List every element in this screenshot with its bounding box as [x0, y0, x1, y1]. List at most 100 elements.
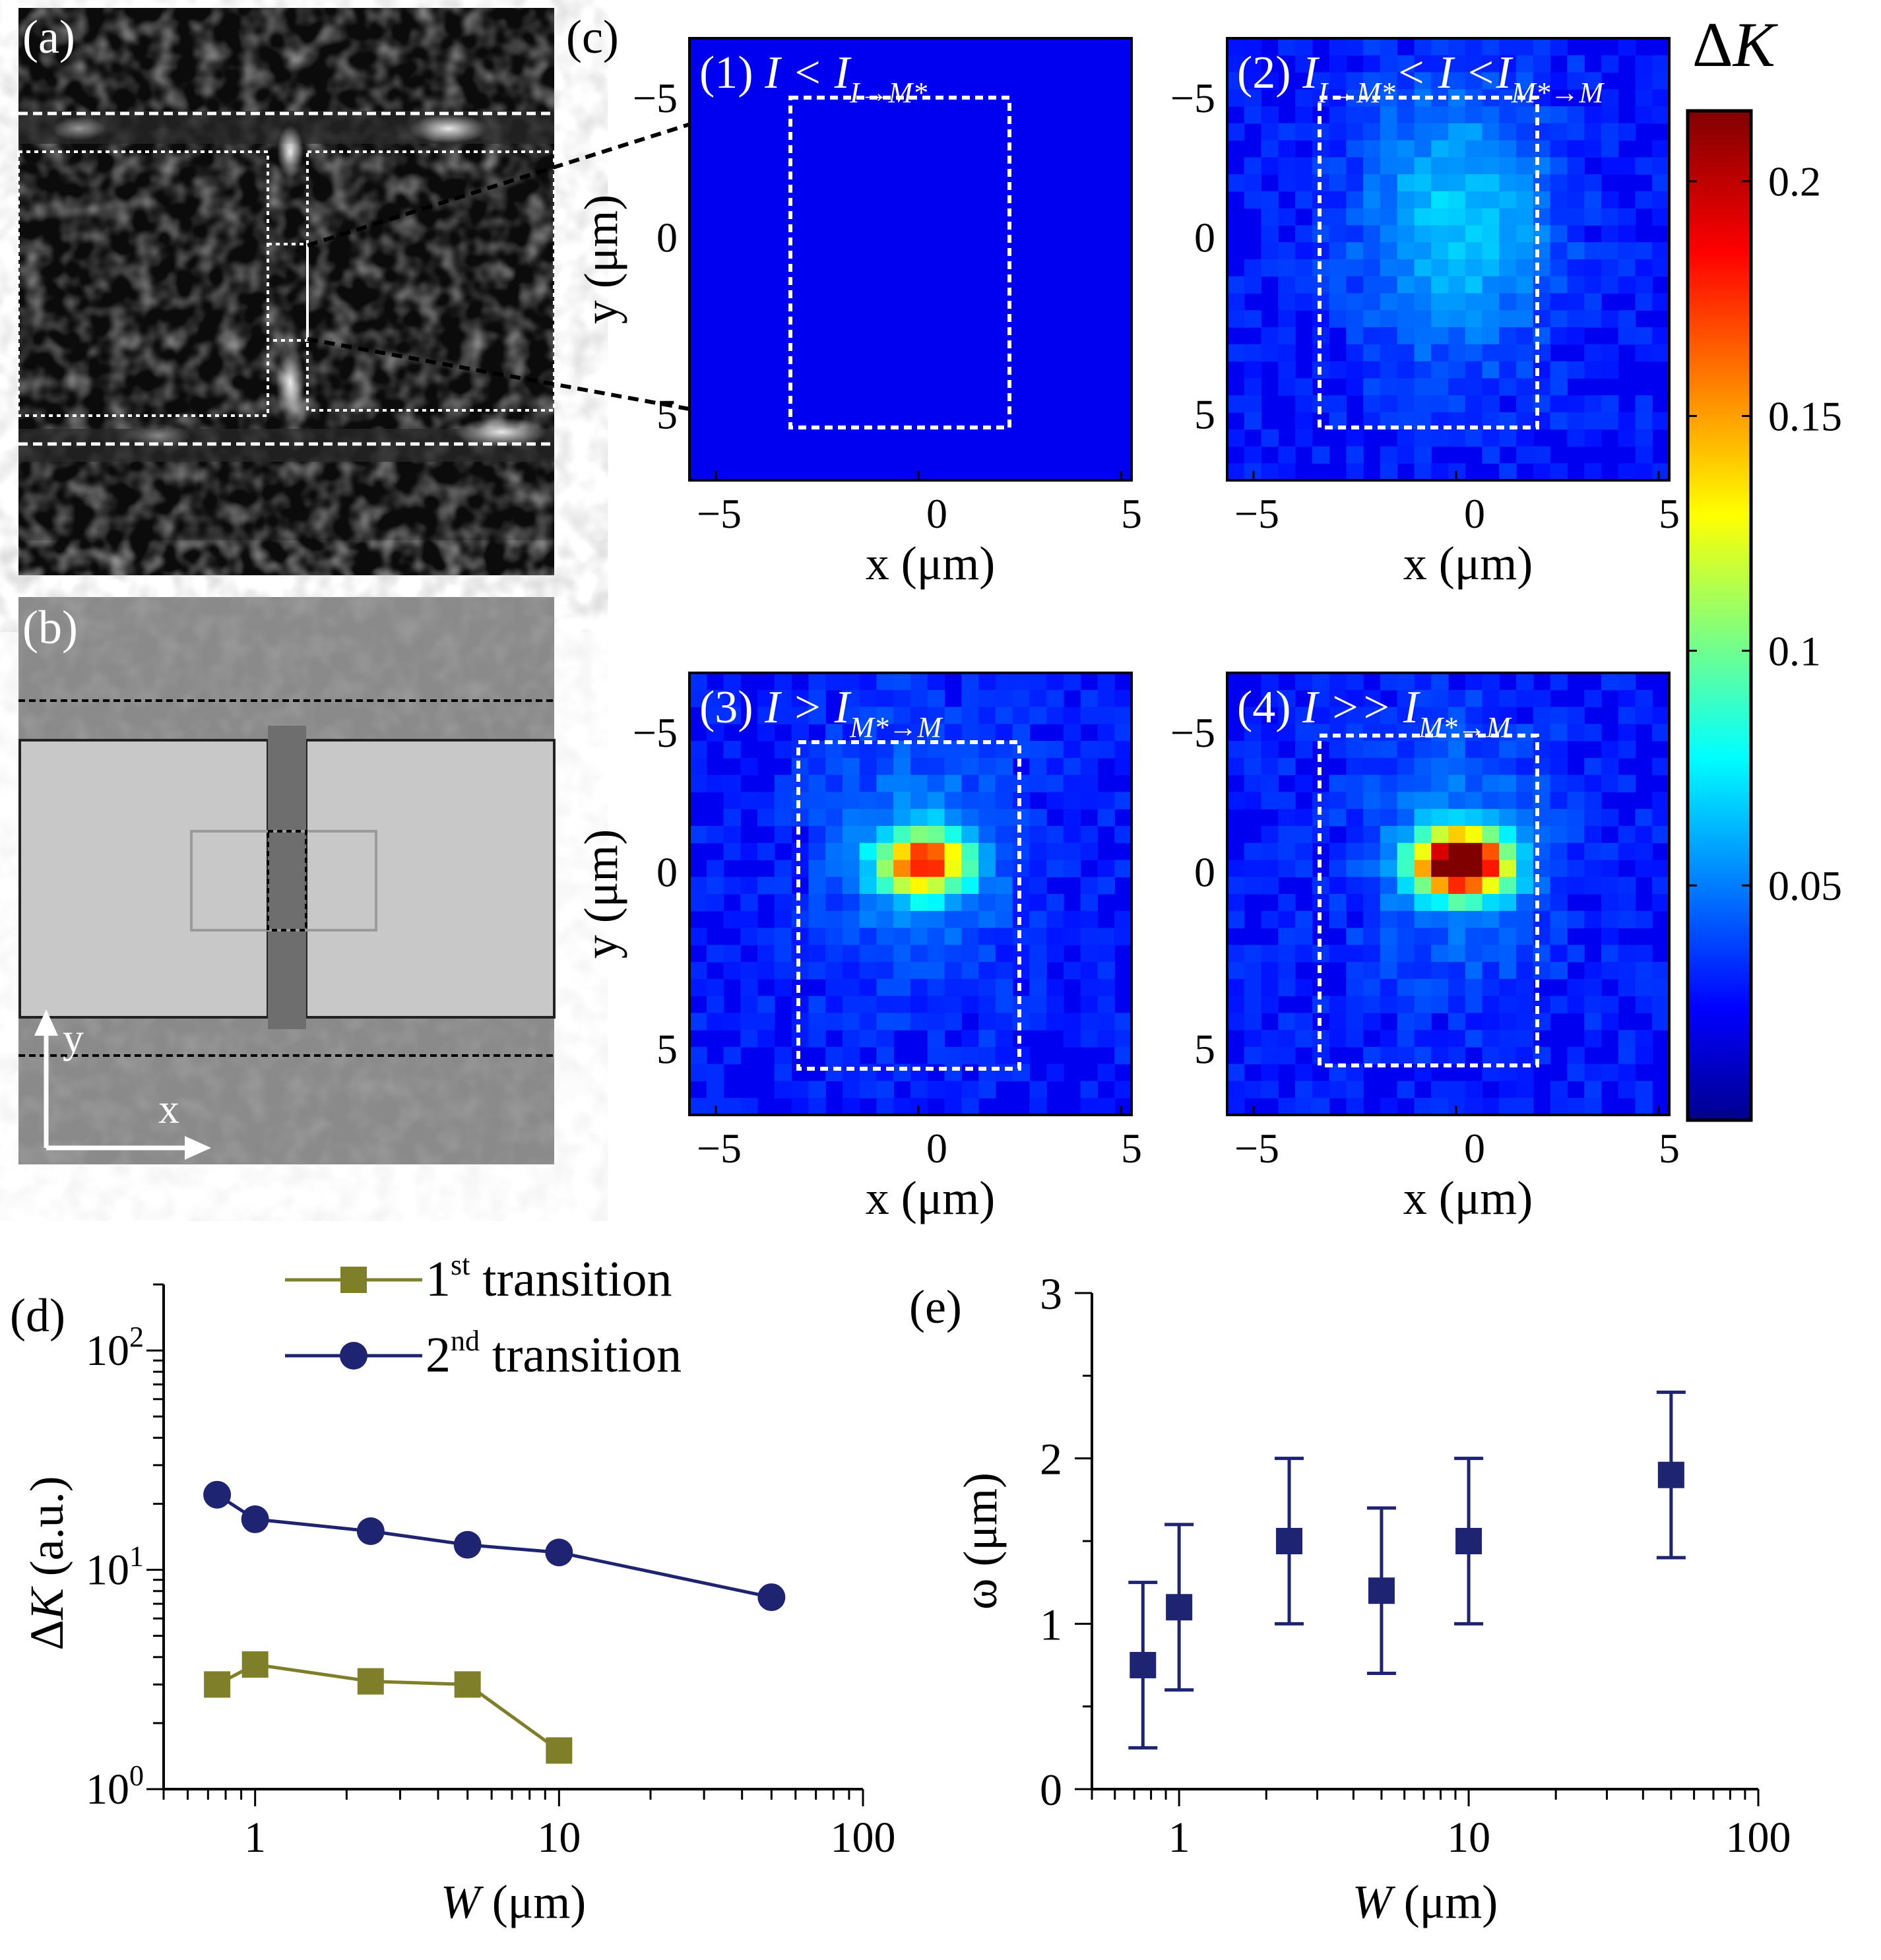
heatmap-cell: [1414, 842, 1432, 861]
heatmap-cell: [1448, 894, 1466, 912]
heatmap-cell: [978, 689, 996, 708]
heatmap-cell: [1431, 55, 1449, 73]
heatmap-cell: [1431, 327, 1449, 345]
heatmap-cell: [927, 1013, 945, 1030]
heatmap-cell: [1618, 741, 1636, 759]
colorbar-tick-label: 0.2: [1768, 158, 1821, 205]
heatmap-cell: [1397, 1013, 1415, 1030]
heatmap-cell: [1097, 1030, 1115, 1048]
heatmap-cell: [1397, 208, 1415, 226]
heatmap-cell: [1618, 894, 1636, 912]
heatmap-cell: [1482, 361, 1500, 379]
heatmap-cell: [876, 775, 894, 792]
heatmap-cell: [1227, 962, 1245, 980]
heatmap-cell: [1448, 962, 1466, 980]
heatmap-cell: [1499, 191, 1517, 209]
heatmap-xtick-label: −5: [697, 1125, 742, 1172]
heatmap-cell: [740, 1030, 758, 1048]
heatmap-cell: [1363, 825, 1381, 844]
heatmap-cell: [1380, 928, 1398, 945]
heatmap-cell: [1080, 1013, 1099, 1030]
heatmap-cell: [1635, 978, 1653, 997]
heatmap-cell: [1380, 910, 1398, 929]
heatmap-cell: [893, 962, 911, 980]
heatmap-cell: [910, 877, 928, 895]
heatmap-cell: [876, 792, 894, 809]
heatmap-cell: [1567, 242, 1585, 260]
heatmap-cell: [1295, 741, 1313, 759]
heatmap-cell: [1414, 1030, 1432, 1048]
heatmap-cell: [927, 757, 945, 776]
heatmap-cell: [1346, 757, 1364, 776]
panel-c-label: (c): [566, 11, 619, 63]
heatmap-cell: [1346, 140, 1364, 158]
heatmap-cell: [961, 910, 979, 929]
heatmap-cell: [893, 707, 911, 724]
heatmap-cell: [1601, 157, 1619, 175]
heatmap-cell: [1278, 276, 1296, 294]
heatmap-cell: [1584, 724, 1602, 742]
heatmap-cell: [1550, 72, 1568, 90]
heatmap-cell: [944, 1081, 962, 1098]
heatmap-cell: [1584, 463, 1602, 481]
heatmap-cell: [978, 809, 996, 827]
heatmap-cell: [842, 689, 860, 708]
heatmap-cell: [978, 894, 996, 912]
heatmap-cell: [791, 707, 809, 724]
heatmap-cell: [1550, 293, 1568, 311]
heatmap-cell: [1601, 225, 1619, 243]
legend-label-num: 2: [426, 1327, 451, 1383]
heatmap-cell: [1482, 978, 1500, 997]
heatmap-cell: [927, 894, 945, 912]
heatmap-cell: [1499, 757, 1517, 776]
heatmap-cell: [876, 757, 894, 776]
heatmap-cell: [1448, 378, 1466, 396]
heatmap-cell: [1516, 962, 1534, 980]
heatmap-cell: [1431, 276, 1449, 294]
heatmap-cell: [1329, 293, 1347, 311]
panel-e-label: (e): [909, 1280, 962, 1333]
heatmap-cell: [1244, 877, 1262, 895]
heatmap-cell: [1346, 446, 1364, 464]
heatmap-cell: [1465, 72, 1483, 90]
heatmap-cell: [1029, 689, 1047, 708]
heatmap-cell: [910, 673, 928, 691]
heatmap-xtick-label: 0: [1464, 1125, 1485, 1172]
heatmap-cell: [1261, 259, 1279, 277]
heatmap-cell: [1652, 55, 1670, 73]
heatmap-cell: [1346, 208, 1364, 226]
heatmap-cell: [842, 724, 860, 742]
heatmap-xlabel: x (μm): [1403, 1172, 1533, 1224]
y-tick-label: 3: [1040, 1269, 1062, 1319]
heatmap-cell: [825, 928, 843, 945]
heatmap-cell: [1618, 775, 1636, 792]
heatmap-cell: [1346, 310, 1364, 328]
heatmap-cell: [1329, 1013, 1347, 1030]
heatmap-cell: [1584, 259, 1602, 277]
heatmap-cell: [1097, 978, 1115, 997]
heatmap-cell: [1499, 792, 1517, 809]
heatmap-cell: [1363, 174, 1381, 192]
heatmap-cell: [1652, 89, 1670, 107]
heatmap-cell: [1465, 707, 1483, 724]
heatmap-cell: [893, 724, 911, 742]
heatmap-cell: [1635, 910, 1653, 929]
device-outline: [1318, 96, 1539, 429]
heatmap-cell: [1516, 191, 1534, 209]
heatmap-cell: [842, 825, 860, 844]
heatmap-cell: [1097, 792, 1115, 809]
heatmap-cell: [859, 945, 877, 963]
heatmap-cell: [1363, 757, 1381, 776]
heatmap-cell: [1244, 38, 1262, 56]
heatmap-cell: [1244, 55, 1262, 73]
heatmap-cell: [1080, 962, 1099, 980]
heatmap-cell: [1363, 242, 1381, 260]
heatmap-cell: [1380, 395, 1398, 413]
heatmap-cell: [1652, 293, 1670, 311]
heatmap-cell: [1261, 860, 1279, 877]
heatmap-cell: [1601, 962, 1619, 980]
heatmap-cell: [1431, 792, 1449, 809]
heatmap-cell: [961, 860, 979, 877]
heatmap-cell: [1482, 208, 1500, 226]
heatmap-cell: [1431, 928, 1449, 945]
